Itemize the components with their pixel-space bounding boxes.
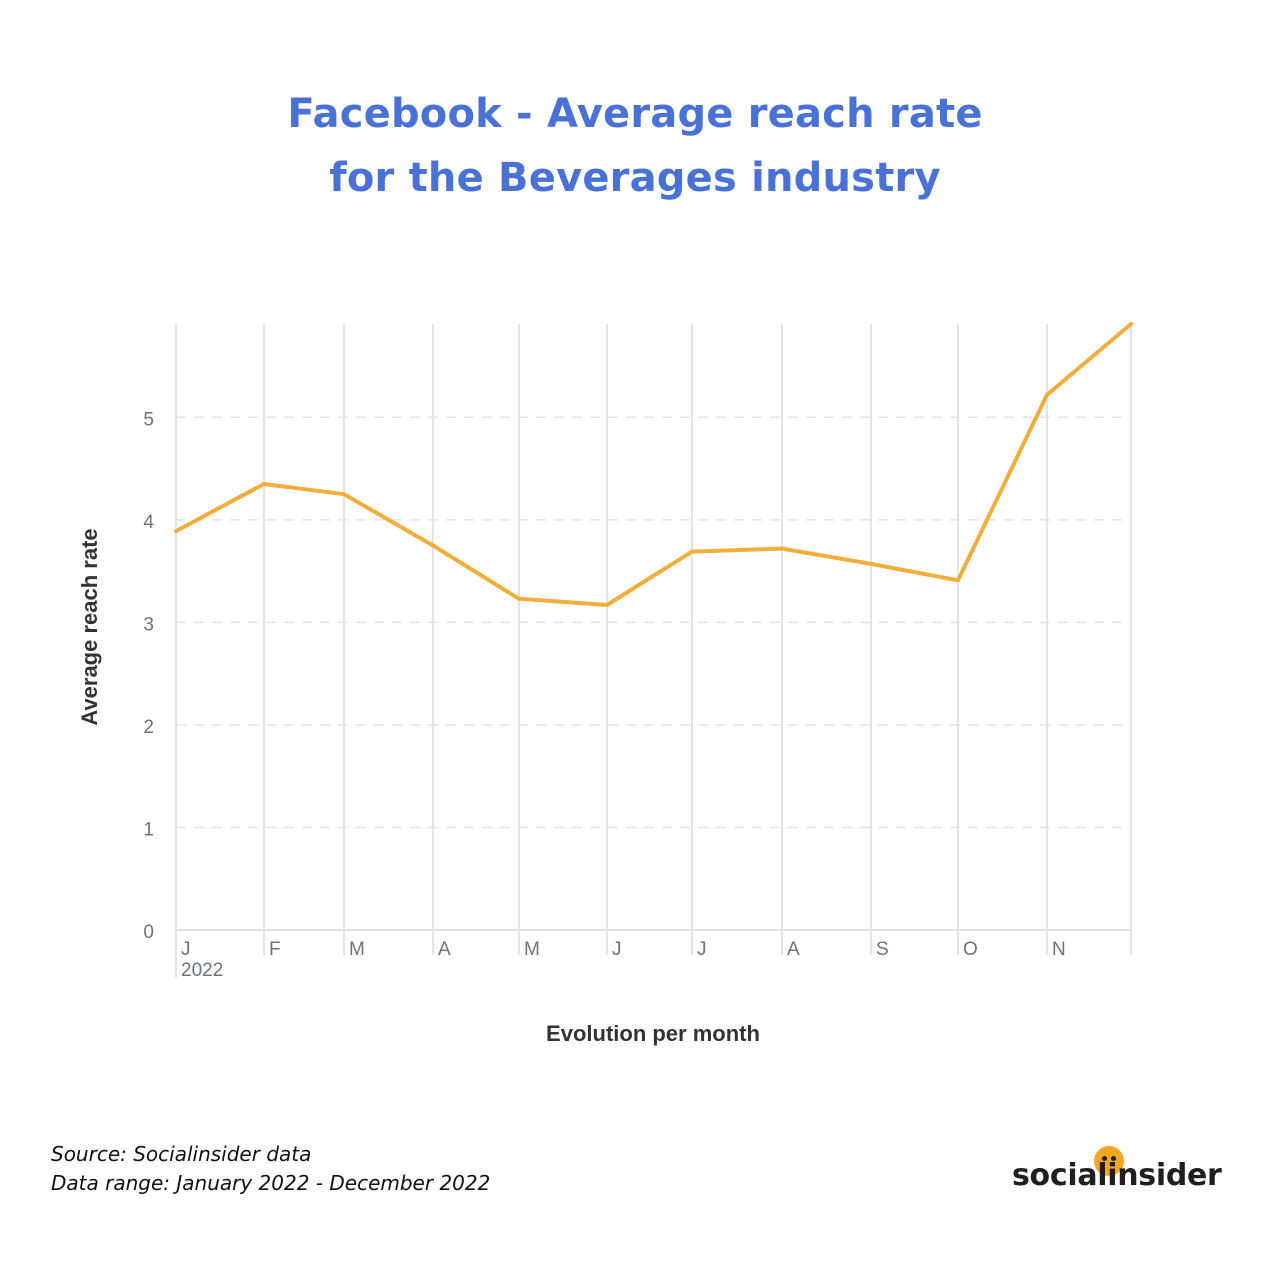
- chart-title: Facebook - Average reach rate for the Be…: [0, 82, 1270, 210]
- data-point: [174, 529, 178, 534]
- socialinsider-logo: socialinsider: [1012, 1158, 1222, 1193]
- x-tick-label: M: [524, 939, 540, 960]
- source-note: Source: Socialinsider data Data range: J…: [51, 1140, 490, 1198]
- data-point: [869, 561, 873, 566]
- data-point: [262, 482, 266, 486]
- data-point: [690, 549, 694, 554]
- y-tick-label: 1: [143, 819, 154, 840]
- y-tick-label: 2: [143, 717, 154, 738]
- y-tick-label: 5: [143, 409, 154, 430]
- data-point: [1129, 322, 1133, 326]
- x-tick-label: O: [963, 939, 978, 960]
- y-tick-label: 0: [143, 922, 154, 943]
- data-point: [1045, 392, 1049, 397]
- series-line: [174, 322, 1133, 607]
- y-tick-label: 4: [143, 512, 154, 533]
- x-tick-label: A: [438, 939, 451, 960]
- y-tick-label: 3: [143, 614, 154, 635]
- x-year-label: 2022: [181, 960, 223, 981]
- data-point: [431, 543, 435, 548]
- data-point: [605, 603, 609, 607]
- x-tick-label: J: [697, 939, 707, 960]
- x-tick-label: A: [787, 939, 800, 960]
- socialinsider-logo-icon: [1094, 1146, 1124, 1176]
- source-text: Source: Socialinsider data: [51, 1142, 312, 1166]
- x-tick-label: S: [876, 939, 889, 960]
- x-tick-label: J: [612, 939, 622, 960]
- chart-title-line-2: for the Beverages industry: [329, 155, 941, 201]
- data-point: [780, 546, 784, 551]
- y-axis-title: Average reach rate: [77, 528, 102, 725]
- x-tick-label: N: [1052, 939, 1066, 960]
- data-point: [956, 578, 960, 583]
- x-tick-label: M: [349, 939, 365, 960]
- grid: [175, 324, 1132, 955]
- series: [174, 322, 1133, 607]
- data-point: [517, 596, 521, 601]
- x-axis-title: Evolution per month: [546, 1021, 760, 1046]
- x-tick-label: F: [269, 939, 281, 960]
- axes: 0 1 2 3 4 5 J F M A M J J A S O N 2022: [143, 409, 1131, 981]
- chart-title-line-1: Facebook - Average reach rate: [287, 91, 983, 137]
- date-range-text: Data range: January 2022 - December 2022: [51, 1171, 491, 1195]
- data-point: [342, 492, 346, 497]
- x-tick-label: J: [181, 939, 191, 960]
